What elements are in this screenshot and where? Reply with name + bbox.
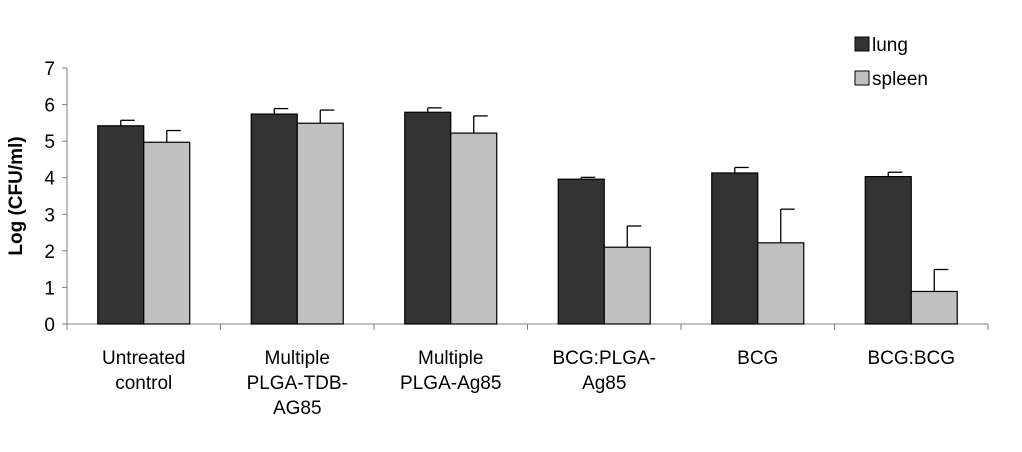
y-axis-label: Log (CFU/ml) [6,136,27,255]
category-label: PLGA-TDB- [247,373,348,394]
category-labels: Untreated control Multiple PLGA-TDB- AG85 Mul… [102,348,955,419]
category-label: AG85 [273,398,322,419]
category-label: Ag85 [582,373,626,394]
category-label: Multiple [265,348,330,369]
legend-swatch-spleen [854,70,870,86]
y-tick-label: 0 [44,315,55,336]
bar-spleen [603,246,651,325]
category-label: BCG:BCG [867,348,955,369]
legend-swatch-lung [854,36,870,52]
error-bars [120,107,949,292]
bars [97,111,958,325]
legend-label-spleen: spleen [872,69,928,90]
y-tick-label: 7 [44,59,55,80]
bar-lung [864,176,912,325]
bar-lung [557,178,605,325]
bar-spleen [910,290,958,325]
bar-spleen [450,132,498,325]
y-tick-label: 2 [44,242,55,263]
bar-lung [97,125,145,325]
legend-label-lung: lung [872,35,908,56]
category-label: Multiple [418,348,483,369]
category-label: control [115,373,172,394]
category-label: BCG:PLGA- [553,348,656,369]
y-tick-label: 3 [44,205,55,226]
y-tick-label: 1 [44,278,55,299]
bar-lung [711,172,759,325]
y-tick-label: 6 [44,96,55,117]
y-tick-label: 5 [44,132,55,153]
axes [66,68,989,330]
bar-lung [250,113,298,325]
y-tick-label: 4 [44,169,55,190]
legend: lung spleen [854,35,928,90]
category-label: Untreated [102,348,185,369]
bar-spleen [296,122,344,325]
bar-lung [404,111,452,325]
y-ticks: 0 1 2 3 4 5 6 7 [44,59,67,336]
bar-spleen [757,242,805,325]
category-label: PLGA-Ag85 [400,373,501,394]
bar-spleen [143,141,191,325]
category-label: BCG [737,348,778,369]
